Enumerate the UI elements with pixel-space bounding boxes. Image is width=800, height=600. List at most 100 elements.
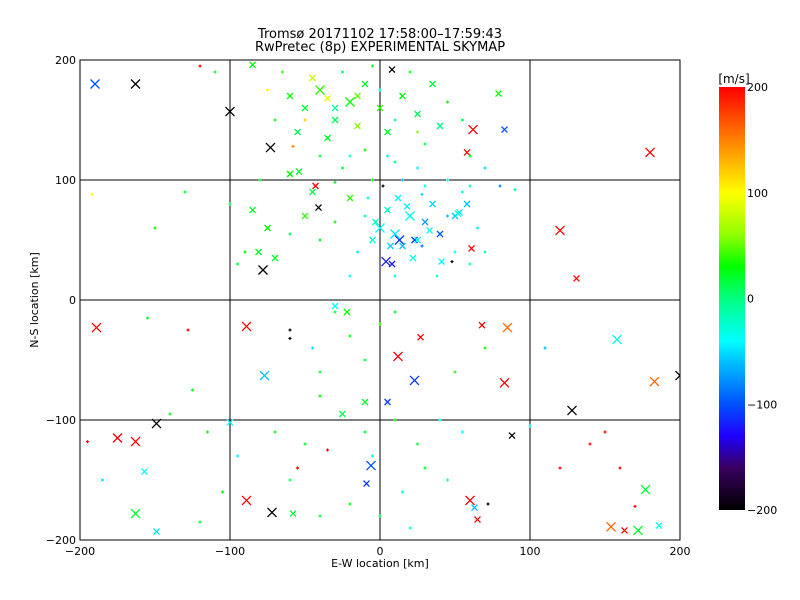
data-point xyxy=(476,226,479,230)
data-point xyxy=(312,182,319,190)
y-tick-label: 100 xyxy=(55,174,76,187)
data-point xyxy=(390,229,400,239)
data-point xyxy=(384,398,391,406)
data-point xyxy=(421,218,429,226)
data-point xyxy=(501,126,508,134)
data-point xyxy=(221,490,224,494)
data-point xyxy=(423,466,427,470)
data-point xyxy=(423,184,427,188)
data-point xyxy=(386,154,389,158)
data-point xyxy=(288,336,292,340)
data-point xyxy=(265,142,276,153)
data-point xyxy=(388,66,396,74)
data-point xyxy=(258,178,262,182)
data-point xyxy=(371,178,374,182)
data-point xyxy=(372,218,379,226)
data-point xyxy=(498,184,502,188)
data-point xyxy=(168,412,172,416)
data-point xyxy=(130,436,141,447)
data-point xyxy=(528,424,532,428)
data-point xyxy=(417,333,424,341)
data-point xyxy=(130,79,141,89)
data-point xyxy=(346,194,354,202)
data-point xyxy=(465,495,475,506)
data-point xyxy=(543,346,547,350)
data-point xyxy=(416,130,419,134)
y-tick-label: 0 xyxy=(69,294,76,307)
data-point xyxy=(436,230,444,238)
data-point xyxy=(394,194,402,202)
colorbar-tick-label: −200 xyxy=(747,504,777,517)
y-axis-ticks: −200 −100 0 100 200 xyxy=(46,54,76,547)
data-point xyxy=(633,504,637,508)
x-tick-label: 200 xyxy=(670,545,691,558)
data-point xyxy=(474,516,481,524)
colorbar-tick-label: 100 xyxy=(747,187,768,200)
data-point xyxy=(393,310,397,314)
data-point xyxy=(198,64,202,68)
data-point xyxy=(331,116,339,124)
data-point xyxy=(183,190,187,194)
data-point xyxy=(91,322,102,333)
data-point xyxy=(366,460,376,471)
data-point xyxy=(333,310,337,314)
data-point xyxy=(86,440,89,444)
data-point xyxy=(309,188,316,196)
colorbar xyxy=(719,87,745,510)
data-point xyxy=(618,466,622,470)
data-point xyxy=(273,430,277,434)
data-point xyxy=(436,122,444,130)
data-point xyxy=(303,118,307,122)
data-point xyxy=(414,236,421,244)
data-point xyxy=(331,302,339,310)
data-point xyxy=(378,514,382,518)
data-point xyxy=(409,375,420,386)
data-point xyxy=(348,154,352,158)
data-point xyxy=(461,118,464,122)
data-point xyxy=(341,166,344,170)
data-point xyxy=(384,128,391,136)
data-point xyxy=(294,128,301,136)
data-point xyxy=(363,480,370,488)
data-point xyxy=(483,250,487,254)
data-point xyxy=(318,514,322,518)
data-point xyxy=(318,154,322,158)
data-point xyxy=(408,526,412,530)
data-point xyxy=(369,236,376,244)
data-point xyxy=(399,242,406,250)
data-point xyxy=(295,168,303,176)
data-point xyxy=(366,196,370,200)
plot-frame xyxy=(79,59,681,541)
data-point xyxy=(429,200,436,208)
data-point xyxy=(301,212,309,220)
data-point xyxy=(388,260,396,268)
colorbar-tick-label: 200 xyxy=(747,81,768,94)
y-tick-label: −200 xyxy=(46,534,76,547)
data-point xyxy=(394,235,405,245)
data-point xyxy=(588,442,592,446)
data-point xyxy=(225,106,235,117)
data-point xyxy=(468,244,475,252)
data-point xyxy=(483,166,487,170)
data-point xyxy=(90,79,100,89)
data-point xyxy=(241,495,252,506)
data-point xyxy=(90,192,94,196)
data-point xyxy=(318,370,322,374)
data-point xyxy=(420,244,424,248)
data-point xyxy=(288,232,292,236)
x-axis-ticks: −200 −100 0 100 200 xyxy=(65,545,691,558)
data-point xyxy=(381,184,385,188)
chart-title: Tromsø 20171102 17:58:00–17:59:43 xyxy=(257,27,502,42)
data-point xyxy=(453,370,457,374)
data-point xyxy=(288,328,292,332)
chart-subtitle: RwPretec (8p) EXPERIMENTAL SKYMAP xyxy=(255,40,505,55)
data-point xyxy=(345,97,355,107)
data-point xyxy=(354,92,361,100)
data-point xyxy=(243,250,247,254)
x-tick-label: 100 xyxy=(520,545,541,558)
data-point xyxy=(393,418,397,422)
data-point xyxy=(286,170,294,178)
data-point xyxy=(249,206,256,214)
data-point xyxy=(483,346,487,350)
data-point xyxy=(606,521,616,532)
